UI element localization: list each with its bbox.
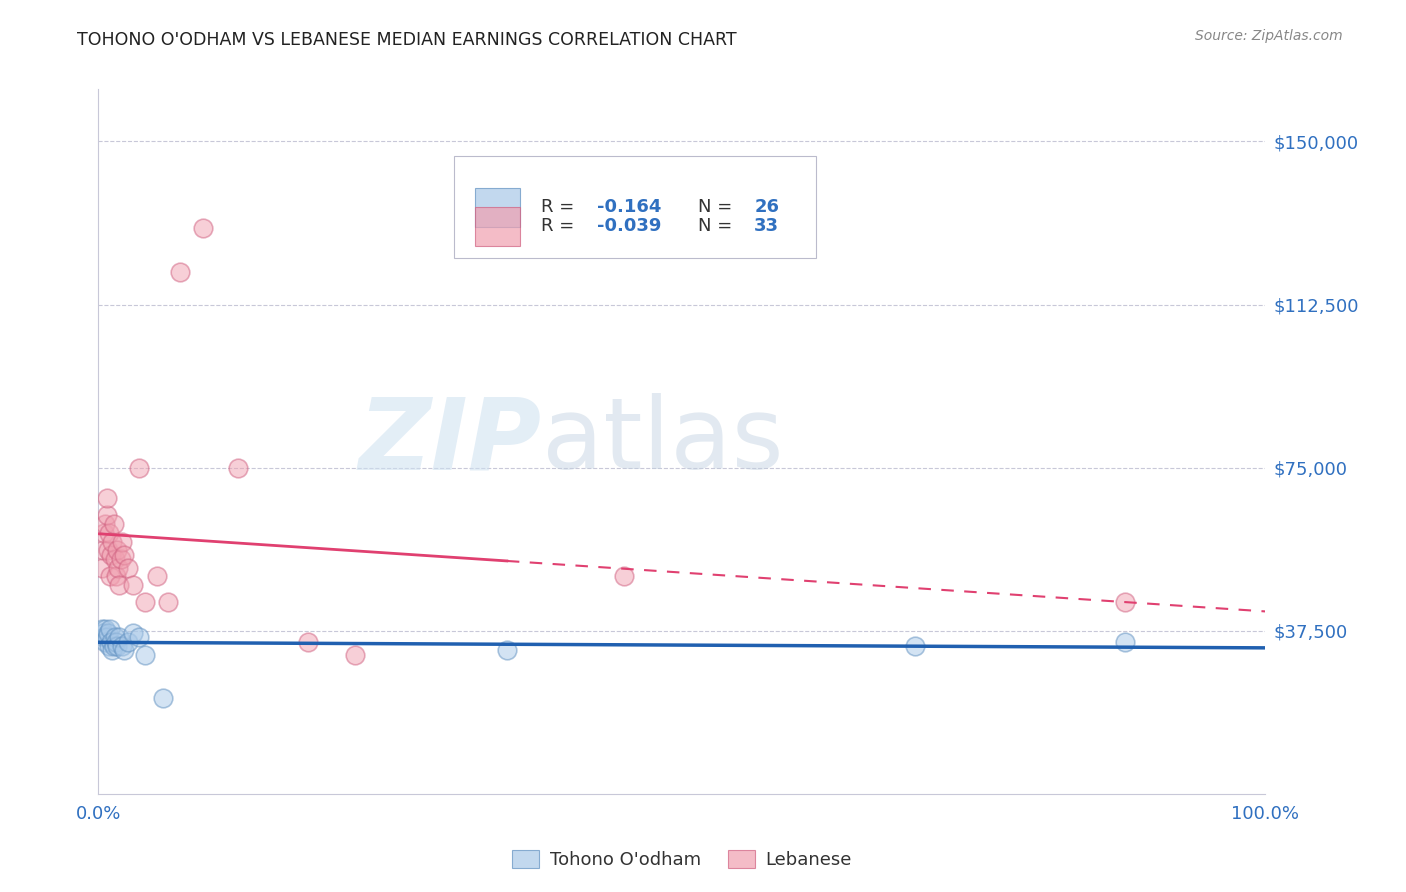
Legend: Tohono O'odham, Lebanese: Tohono O'odham, Lebanese <box>505 843 859 877</box>
Text: R =: R = <box>541 218 579 235</box>
Text: 26: 26 <box>754 198 779 216</box>
Point <box>193 221 215 235</box>
Point <box>93 525 115 540</box>
Point <box>104 634 127 648</box>
Text: R =: R = <box>541 198 579 216</box>
Point <box>91 543 114 558</box>
Point <box>112 643 135 657</box>
Text: TOHONO O'ODHAM VS LEBANESE MEDIAN EARNINGS CORRELATION CHART: TOHONO O'ODHAM VS LEBANESE MEDIAN EARNIN… <box>77 31 737 49</box>
Point <box>98 569 121 583</box>
Point <box>94 634 117 648</box>
Point <box>96 491 118 505</box>
Point <box>108 578 131 592</box>
Text: -0.039: -0.039 <box>596 218 661 235</box>
Point <box>228 460 250 475</box>
FancyBboxPatch shape <box>454 156 815 259</box>
Point <box>110 552 132 566</box>
Point <box>97 525 120 540</box>
Point <box>169 265 191 279</box>
FancyBboxPatch shape <box>475 207 520 245</box>
Point <box>1114 595 1136 609</box>
Point <box>128 630 150 644</box>
Point <box>105 543 128 558</box>
Point <box>1114 634 1136 648</box>
Point <box>96 630 118 644</box>
Point <box>97 543 120 558</box>
Point <box>146 569 169 583</box>
Point <box>100 548 122 562</box>
Point <box>90 622 112 636</box>
Point <box>134 648 156 662</box>
Point <box>103 517 125 532</box>
Point <box>344 648 367 662</box>
FancyBboxPatch shape <box>475 188 520 227</box>
Text: ZIP: ZIP <box>359 393 541 490</box>
Text: atlas: atlas <box>541 393 783 490</box>
Text: Source: ZipAtlas.com: Source: ZipAtlas.com <box>1195 29 1343 43</box>
Point <box>111 534 134 549</box>
Point <box>904 639 927 653</box>
Point <box>103 639 125 653</box>
Point <box>97 639 120 653</box>
Point <box>104 630 127 644</box>
Point <box>117 560 139 574</box>
Point <box>101 534 124 549</box>
Text: N =: N = <box>699 198 738 216</box>
Point <box>93 630 115 644</box>
Point <box>105 639 128 653</box>
Point <box>104 552 127 566</box>
Text: 33: 33 <box>754 218 779 235</box>
Point <box>134 595 156 609</box>
Point <box>496 643 519 657</box>
Point <box>122 626 145 640</box>
Point <box>112 548 135 562</box>
Text: N =: N = <box>699 218 738 235</box>
Point <box>122 578 145 592</box>
Point <box>157 595 180 609</box>
Point <box>91 626 114 640</box>
Point <box>107 560 129 574</box>
Point <box>101 643 124 657</box>
Point <box>96 508 118 523</box>
Point <box>108 630 131 644</box>
Point <box>90 560 112 574</box>
Point <box>94 517 117 532</box>
Point <box>111 639 134 653</box>
Point <box>98 622 121 636</box>
Point <box>297 634 319 648</box>
Point <box>97 626 120 640</box>
Point <box>94 622 117 636</box>
Point <box>104 569 127 583</box>
Point <box>613 569 636 583</box>
Point <box>128 460 150 475</box>
Point <box>100 634 122 648</box>
Point <box>117 634 139 648</box>
Point <box>152 691 174 706</box>
Text: -0.164: -0.164 <box>596 198 661 216</box>
